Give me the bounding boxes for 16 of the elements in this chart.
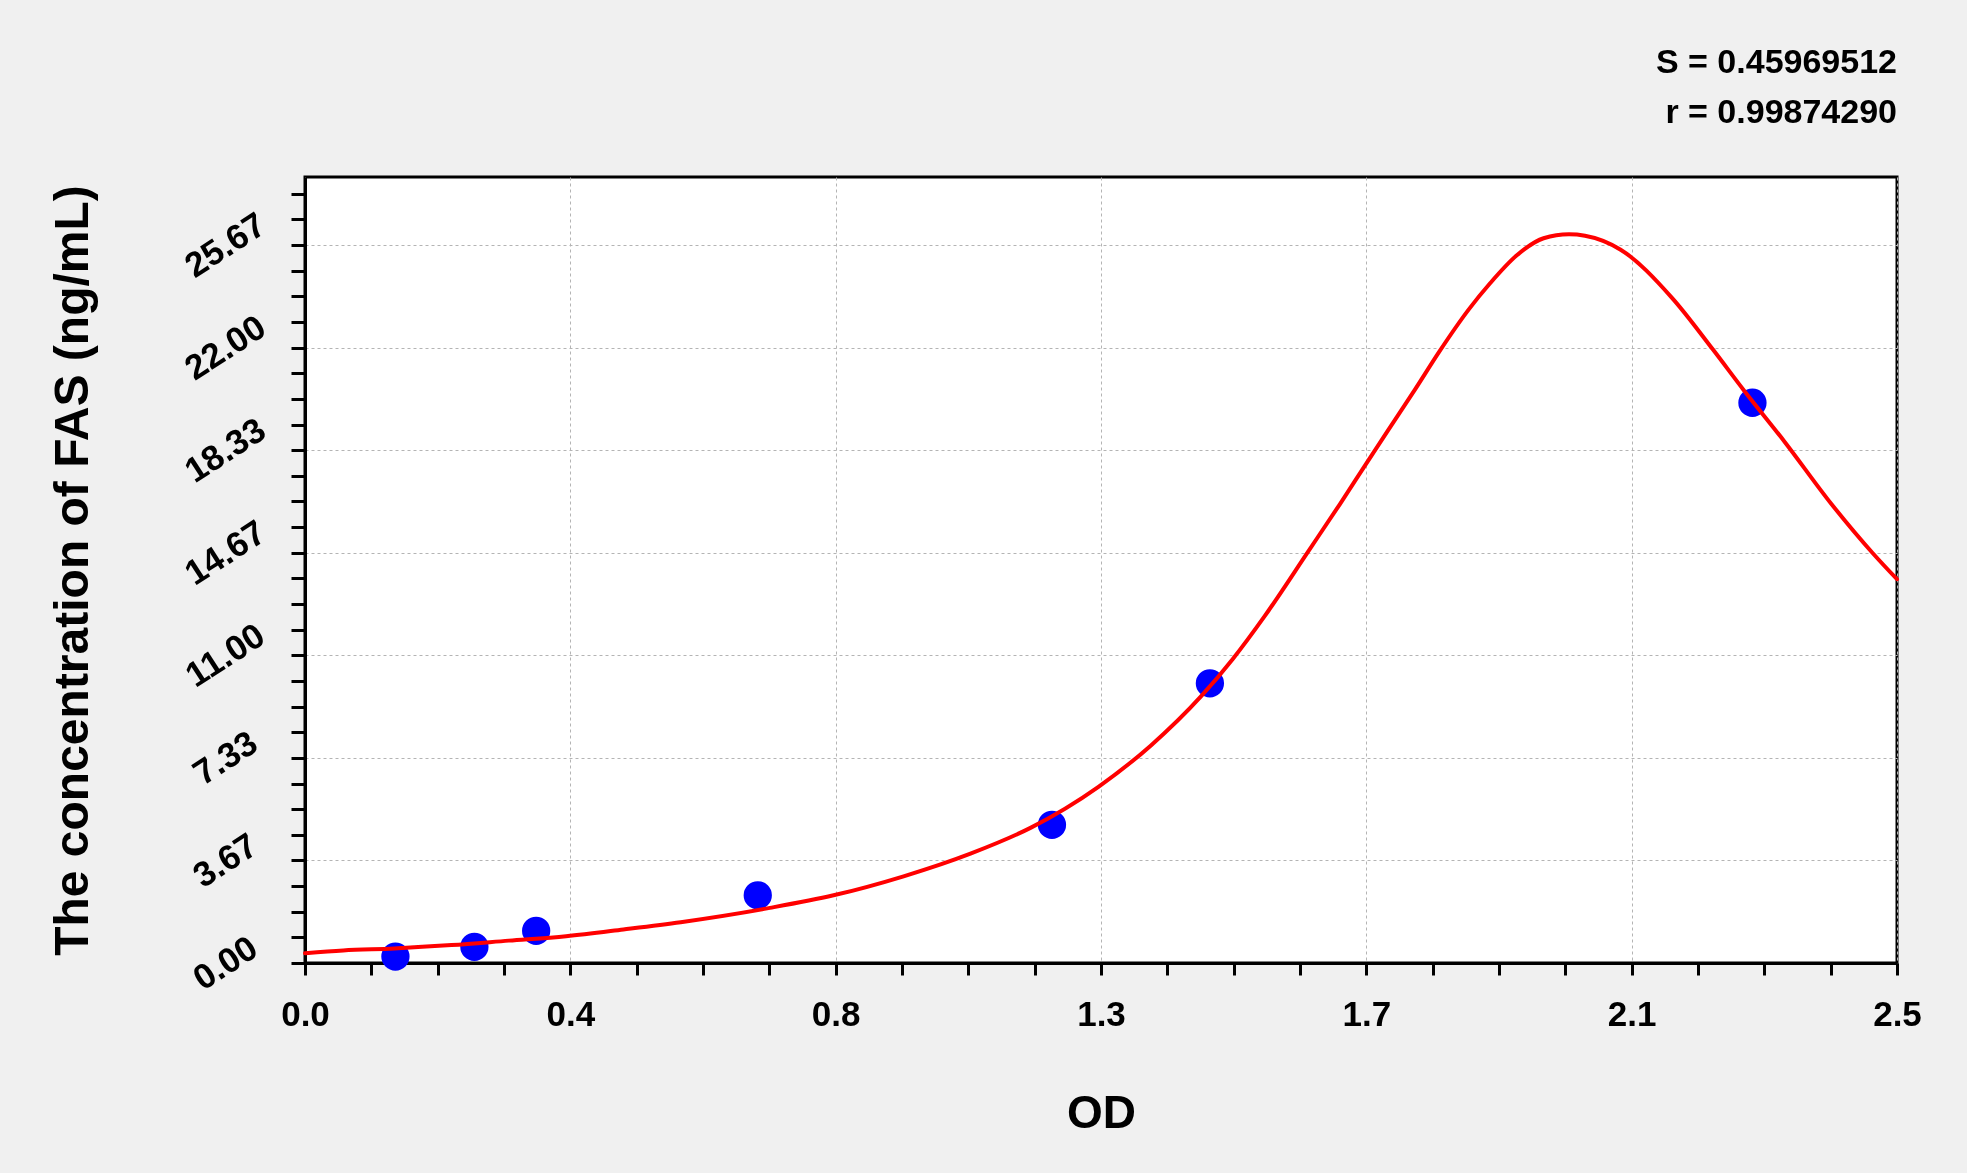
point [743,881,772,910]
line-series [303,232,1899,956]
x-axis-title: OD [1067,1085,1136,1138]
x-tick-label: 0.4 [546,993,596,1033]
x-tick-label: 0.0 [281,993,330,1033]
y-tick-label: 3.67 [185,824,264,895]
text: S = 0.45969512 [1655,42,1897,80]
text: r = 0.99874290 [1665,92,1897,130]
x-tick-label: 2.1 [1607,993,1657,1033]
y-tick-label: 0.00 [185,927,264,998]
x-tick-label: 0.8 [811,993,861,1033]
y-tick-label: 7.33 [185,722,264,793]
x-tick-label: 2.5 [1873,993,1922,1033]
x-tick-label: 1.7 [1342,993,1392,1033]
x-tick-label: 1.3 [1077,993,1126,1033]
y-axis-title: The concentration of FAS (ng/mL) [44,185,98,956]
